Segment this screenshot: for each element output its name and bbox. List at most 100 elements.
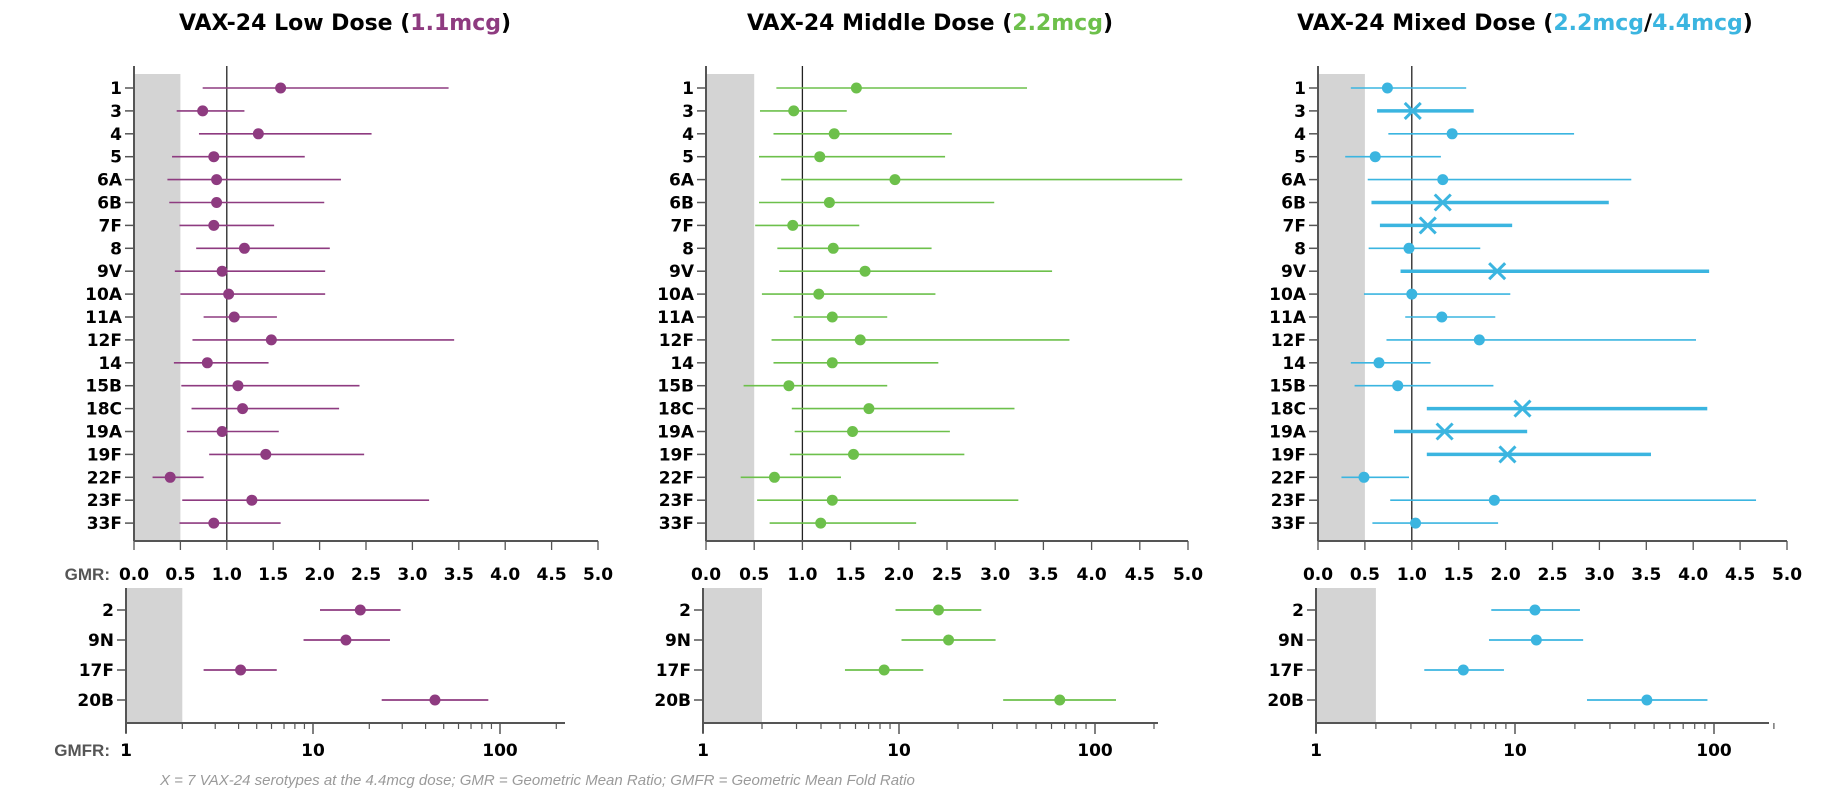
serotype-label: 3	[110, 102, 122, 122]
serotype-label: 6A	[1281, 171, 1307, 191]
x-tick-label: 0.0	[1303, 565, 1333, 585]
serotype-label: 19A	[1269, 423, 1307, 443]
gmr-point	[783, 380, 795, 392]
serotype-label: 22F	[659, 468, 694, 488]
gmr-axis-label: GMR:	[65, 565, 110, 584]
x-tick-label: 2.5	[932, 565, 962, 585]
serotype-label: 9V	[1281, 262, 1307, 282]
serotype-label: 20B	[654, 691, 691, 711]
gmfr-point	[878, 664, 890, 676]
gmr-point	[1437, 174, 1449, 186]
serotype-label: 4	[1294, 125, 1306, 145]
serotype-label: 15B	[657, 377, 694, 397]
x-tick-label: 0.0	[119, 565, 149, 585]
gmfr-point	[429, 694, 441, 706]
gmr-point	[826, 494, 838, 506]
x-tick-label: 1.5	[258, 565, 288, 585]
serotype-label: 14	[670, 354, 694, 374]
serotype-label: 1	[110, 79, 122, 99]
serotype-label: 8	[682, 239, 694, 259]
gmr-point	[1369, 151, 1381, 163]
serotype-label: 4	[110, 125, 122, 145]
gmr-point	[826, 311, 838, 323]
gmfr-tick-label: 10	[301, 741, 325, 761]
x-marker	[1418, 216, 1437, 235]
gmr-point	[228, 311, 240, 323]
gmr-point	[827, 242, 839, 254]
serotype-label: 7F	[99, 216, 122, 236]
serotype-label: 12F	[659, 331, 694, 351]
gmr-point	[1406, 288, 1418, 300]
gmfr-tick-label: 1	[1310, 741, 1322, 761]
serotype-label: 8	[110, 239, 122, 259]
serotype-label: 20B	[77, 691, 114, 711]
x-tick-label: 0.5	[165, 565, 195, 585]
gmfr-point	[943, 634, 955, 646]
gmfr-point	[1457, 664, 1469, 676]
gmr-point	[814, 151, 826, 163]
serotype-label: 22F	[1271, 468, 1306, 488]
title-part: VAX-24 Low Dose (	[179, 11, 410, 36]
serotype-label: 10A	[85, 285, 123, 305]
gmr-point	[211, 174, 223, 186]
serotype-label: 19F	[659, 445, 694, 465]
gmr-point	[208, 517, 220, 529]
x-tick-label: 0.5	[1350, 565, 1380, 585]
serotype-label: 10A	[657, 285, 695, 305]
title-part: 1.1mcg	[410, 11, 501, 36]
serotype-label: 5	[682, 148, 694, 168]
x-tick-label: 2.0	[1491, 565, 1521, 585]
serotype-label: 17F	[79, 661, 114, 681]
gmr-point	[815, 517, 827, 529]
x-tick-label: 3.5	[1631, 565, 1661, 585]
gmr-point	[1473, 334, 1485, 346]
serotype-label: 6A	[97, 171, 123, 191]
serotype-label: 19F	[87, 445, 122, 465]
x-tick-label: 4.0	[1678, 565, 1708, 585]
gmr-point	[216, 426, 228, 437]
gmr-point	[211, 197, 223, 208]
shaded-band-gmfr	[126, 588, 183, 723]
serotype-label: 6B	[669, 194, 694, 214]
x-marker	[1488, 262, 1507, 281]
serotype-label: 2	[679, 601, 691, 621]
gmr-point	[238, 242, 250, 254]
gmr-point	[1410, 517, 1422, 529]
gmfr-tick-label: 100	[1696, 741, 1732, 761]
gmr-point	[275, 82, 287, 94]
panel-mixed: VAX-24 Mixed Dose (2.2mcg/4.4mcg) 0.0 0.5 1…	[1267, 11, 1802, 761]
x-marker	[1513, 399, 1532, 418]
gmr-point	[850, 82, 862, 94]
serotype-label: 14	[1282, 354, 1306, 374]
gmr-point	[1488, 494, 1500, 506]
serotype-label: 5	[1294, 148, 1306, 168]
gmr-point	[788, 105, 800, 117]
gmfr-tick-label: 100	[482, 741, 518, 761]
title-part: )	[1103, 11, 1113, 36]
serotype-label: 12F	[1271, 331, 1306, 351]
serotype-label: 11A	[85, 308, 123, 328]
x-tick-label: 3.5	[444, 565, 474, 585]
gmr-point	[889, 174, 901, 186]
gmr-point	[223, 288, 235, 300]
serotype-label: 33F	[1271, 514, 1306, 534]
gmr-point	[813, 288, 825, 300]
serotype-label: 23F	[659, 491, 694, 511]
gmr-point	[847, 426, 859, 437]
gmr-point	[216, 265, 228, 277]
x-tick-label: 4.0	[1077, 565, 1107, 585]
x-tick-label: 1.0	[212, 565, 242, 585]
x-marker	[1433, 193, 1452, 212]
panel-low: VAX-24 Low Dose (1.1mcg) 0.0 0.5 1.0 1.5 2.0 2…	[77, 11, 613, 761]
x-tick-label: 4.5	[1125, 565, 1155, 585]
x-marker	[1498, 445, 1517, 464]
x-tick-label: 5.0	[1772, 565, 1802, 585]
gmr-point	[164, 471, 176, 483]
x-tick-label: 1.5	[836, 565, 866, 585]
serotype-label: 15B	[1269, 377, 1306, 397]
x-marker-stroke	[1498, 445, 1517, 464]
gmfr-point	[1054, 694, 1066, 706]
gmr-point	[252, 128, 264, 140]
gmr-point	[197, 105, 209, 117]
title-part: VAX-24 Middle Dose (	[747, 11, 1012, 36]
